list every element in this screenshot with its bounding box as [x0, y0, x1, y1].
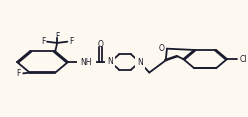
Text: F: F — [17, 69, 21, 78]
Text: Cl: Cl — [240, 55, 248, 64]
Text: O: O — [158, 44, 164, 53]
Text: F: F — [69, 37, 73, 46]
Text: O: O — [98, 40, 104, 49]
Text: F: F — [55, 32, 59, 41]
Text: N: N — [107, 57, 113, 66]
Text: N: N — [137, 58, 143, 67]
Text: F: F — [41, 37, 45, 46]
Text: NH: NH — [80, 58, 92, 66]
